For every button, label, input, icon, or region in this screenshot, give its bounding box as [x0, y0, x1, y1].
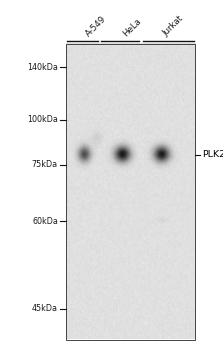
- Text: Jurkat: Jurkat: [161, 14, 185, 38]
- Bar: [66, 44, 195, 340]
- Text: HeLa: HeLa: [122, 17, 143, 38]
- Text: 100kDa: 100kDa: [27, 115, 58, 124]
- Text: 140kDa: 140kDa: [27, 63, 58, 72]
- Text: 45kDa: 45kDa: [32, 304, 58, 313]
- Text: 60kDa: 60kDa: [32, 217, 58, 226]
- Text: 75kDa: 75kDa: [32, 160, 58, 169]
- Text: PLK2: PLK2: [202, 150, 223, 159]
- Text: A-549: A-549: [84, 14, 108, 38]
